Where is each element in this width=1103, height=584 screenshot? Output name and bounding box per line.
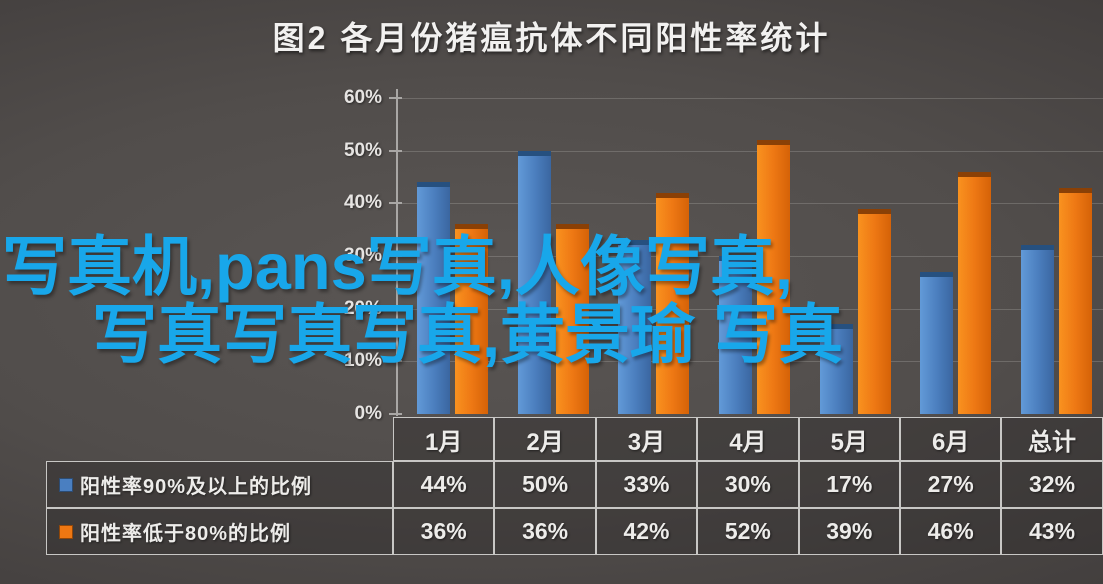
value-3月-series1: 42%	[595, 508, 698, 555]
value-总计-series1: 43%	[1001, 508, 1103, 555]
bar-group-1月	[398, 98, 499, 414]
value-2月-series0: 50%	[494, 461, 596, 508]
bar-1月-series0	[416, 182, 450, 414]
bar-group-2月	[499, 98, 600, 414]
legend-swatch-series0	[59, 477, 73, 492]
bar-2月-series1	[555, 224, 589, 414]
month-header-6月: 6月	[899, 417, 1002, 461]
bar-group-总计	[1002, 98, 1103, 414]
value-1月-series0: 44%	[393, 461, 495, 508]
value-1月-series1: 36%	[393, 508, 495, 555]
bar-3月-series1	[656, 192, 690, 414]
bar-group-4月	[700, 98, 801, 414]
legend-cell-series1: 阳性率低于80%的比例	[46, 508, 393, 555]
month-header-5月: 5月	[798, 417, 900, 461]
value-2月-series1: 36%	[494, 508, 596, 555]
value-总计-series0: 32%	[1001, 461, 1103, 508]
data-table: 1月 2月 3月 4月 5月 6月 总计阳性率90%及以上的比例 44% 50% 33% 30% 17…	[46, 417, 1103, 555]
value-3月-series0: 33%	[595, 461, 698, 508]
bar-1月-series1	[454, 224, 488, 414]
y-axis-tick-label: 60%	[343, 87, 382, 108]
month-header-总计: 总计	[1001, 417, 1103, 461]
bar-6月-series1	[958, 171, 992, 414]
y-axis-tick-label: 10%	[343, 350, 382, 371]
plot-area	[398, 98, 1103, 414]
y-axis-tick-label: 20%	[343, 298, 382, 319]
bar-6月-series0	[920, 271, 954, 414]
y-axis-tick-mark	[389, 255, 402, 257]
chart-title: 图2 各月份猪瘟抗体不同阳性率统计	[272, 20, 831, 56]
month-header-3月: 3月	[595, 417, 698, 461]
bar-总计-series0	[1021, 245, 1055, 414]
legend-label-series0: 阳性率90%及以上的比例	[80, 476, 313, 498]
y-axis-tick-mark	[389, 308, 402, 310]
gridline	[398, 151, 1103, 152]
bar-5月-series0	[819, 324, 853, 414]
legend-cell-series0: 阳性率90%及以上的比例	[46, 461, 393, 508]
y-axis-tick-label: 0%	[354, 403, 382, 424]
y-axis-tick-mark	[389, 150, 402, 152]
bar-总计-series1	[1059, 187, 1093, 414]
bar-4月-series0	[719, 256, 753, 414]
bar-groups	[398, 98, 1103, 414]
legend-label-series1: 阳性率低于80%的比例	[80, 523, 292, 545]
value-4月-series1: 52%	[697, 508, 799, 555]
legend-swatch-series1	[59, 524, 73, 539]
y-axis-tick-mark	[389, 202, 402, 204]
y-axis-line	[396, 89, 398, 416]
y-axis-tick-mark	[389, 360, 402, 362]
month-header-1月: 1月	[393, 417, 495, 461]
value-5月-series1: 39%	[798, 508, 900, 555]
bar-4月-series1	[757, 140, 791, 414]
bar-group-6月	[902, 98, 1003, 414]
month-header-2月: 2月	[494, 417, 596, 461]
value-6月-series1: 46%	[899, 508, 1002, 555]
bar-group-5月	[801, 98, 902, 414]
bar-2月-series0	[517, 150, 551, 414]
bar-group-3月	[599, 98, 700, 414]
gridline	[398, 98, 1103, 99]
value-5月-series0: 17%	[798, 461, 900, 508]
value-6月-series0: 27%	[899, 461, 1002, 508]
y-axis-tick-label: 50%	[343, 140, 382, 161]
y-axis-tick-label: 40%	[343, 192, 382, 213]
bar-3月-series0	[618, 240, 652, 414]
table-corner-cell	[46, 417, 393, 461]
y-axis-tick-mark	[389, 97, 402, 99]
value-4月-series0: 30%	[697, 461, 799, 508]
bar-5月-series1	[857, 208, 891, 414]
gridline	[398, 203, 1103, 204]
y-axis-tick-mark	[389, 413, 402, 415]
month-header-4月: 4月	[697, 417, 799, 461]
y-axis-tick-label: 30%	[343, 245, 382, 266]
